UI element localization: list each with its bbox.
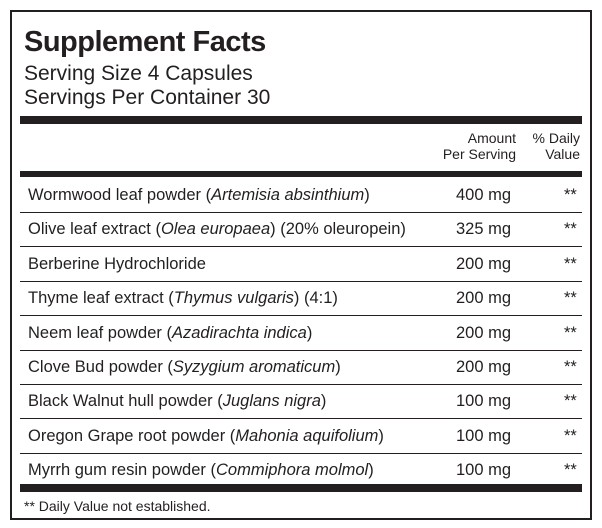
amount: 325 mg (456, 220, 512, 239)
amount: 100 mg (456, 426, 512, 445)
ingredient-row: Myrrh gum resin powder (Commiphora molmo… (20, 453, 582, 487)
name-part: ) (320, 392, 327, 411)
thick-rule (20, 116, 582, 124)
ingredient-row: Thyme leaf extract (Thymus vulgaris) (4:… (20, 281, 582, 317)
daily-value: ** (564, 461, 577, 480)
name-part: ) (368, 461, 374, 480)
amount: 100 mg (456, 461, 512, 480)
name-part: Clove Bud powder ( (28, 358, 173, 376)
amount-header: Amount Per Serving (443, 130, 516, 162)
name-part: ) (378, 426, 384, 445)
name-part: Oregon Grape root powder ( (28, 426, 236, 445)
facts-panel: Supplement Facts Serving Size 4 Capsules… (10, 10, 592, 520)
name-part: Wormwood leaf powder ( (28, 186, 212, 204)
name-part: Berberine Hydrochloride (28, 254, 206, 273)
ingredient-name: Neem leaf powder (Azadirachta indica) (28, 324, 312, 343)
ingredient-name: Clove Bud powder (Syzygium aromaticum) (28, 358, 341, 377)
ingredient-name: Black Walnut hull powder (Juglans nigra) (28, 392, 326, 411)
name-part: Myrrh gum resin powder ( (28, 461, 216, 480)
name-part: Commiphora molmol (215, 461, 369, 480)
ingredient-name: Oregon Grape root powder (Mahonia aquifo… (28, 427, 384, 446)
daily-value: ** (564, 358, 577, 376)
name-part: Azadirachta indica (171, 323, 307, 342)
name-part: Olea europaea (160, 220, 271, 239)
daily-value: ** (564, 392, 577, 411)
name-part: Syzygium aromaticum (172, 358, 336, 376)
amount: 400 mg (456, 186, 512, 204)
ingredient-row: Olive leaf extract (Olea europaea) (20% … (20, 212, 582, 248)
name-part: ) (4:1) (293, 289, 338, 308)
ingredient-row: Neem leaf powder (Azadirachta indica) 200… (20, 316, 582, 351)
daily-value: ** (564, 323, 577, 342)
serving-size: Serving Size 4 Capsules (24, 62, 253, 85)
amount: 100 mg (456, 392, 512, 411)
amount: 200 mg (456, 358, 512, 376)
name-part: ) (335, 358, 341, 376)
ingredient-name: Berberine Hydrochloride (28, 255, 206, 274)
name-part: Mahonia aquifolium (235, 426, 379, 445)
thick-rule (20, 171, 582, 177)
ingredient-row: Wormwood leaf powder (Artemisia absinthi… (20, 178, 582, 213)
daily-value: ** (564, 254, 577, 273)
name-part: Neem leaf powder ( (28, 323, 172, 342)
name-part: ) (306, 323, 313, 342)
name-part: Artemisia absinthium (211, 186, 365, 204)
name-part: ) (20% oleuropein) (270, 220, 406, 239)
ingredient-row: Berberine Hydrochloride 200 mg ** (20, 247, 582, 282)
dv-header: % Daily Value (533, 130, 580, 162)
daily-value: ** (564, 426, 577, 445)
ingredient-name: Myrrh gum resin powder (Commiphora molmo… (28, 461, 374, 480)
ingredient-name: Thyme leaf extract (Thymus vulgaris) (4:… (28, 289, 338, 308)
name-part: Black Walnut hull powder ( (28, 392, 223, 411)
ingredient-row: Black Walnut hull powder (Juglans nigra)… (20, 384, 582, 420)
name-part: ) (364, 186, 370, 204)
name-part: Thymus vulgaris (173, 289, 294, 308)
title: Supplement Facts (24, 26, 266, 58)
thick-rule (20, 484, 582, 492)
amount: 200 mg (456, 254, 512, 273)
servings-per-container: Servings Per Container 30 (24, 86, 271, 109)
header-line: Value (545, 146, 580, 162)
daily-value: ** (564, 220, 577, 239)
ingredient-row: Clove Bud powder (Syzygium aromaticum) 20… (20, 350, 582, 385)
footnote: ** Daily Value not established. (24, 498, 211, 514)
daily-value: ** (564, 186, 577, 204)
name-part: Thyme leaf extract ( (28, 289, 174, 308)
amount: 200 mg (456, 289, 512, 308)
header-line: % Daily (532, 130, 580, 146)
name-part: Olive leaf extract ( (28, 220, 161, 239)
ingredient-row: Oregon Grape root powder (Mahonia aquifo… (20, 419, 582, 454)
ingredient-name: Wormwood leaf powder (Artemisia absinthi… (28, 186, 370, 205)
header-line: Per Serving (442, 146, 516, 162)
amount: 200 mg (456, 323, 512, 342)
header-line: Amount (467, 130, 516, 146)
ingredient-name: Olive leaf extract (Olea europaea) (20% … (28, 220, 406, 239)
name-part: Juglans nigra (222, 392, 321, 411)
daily-value: ** (564, 289, 577, 308)
